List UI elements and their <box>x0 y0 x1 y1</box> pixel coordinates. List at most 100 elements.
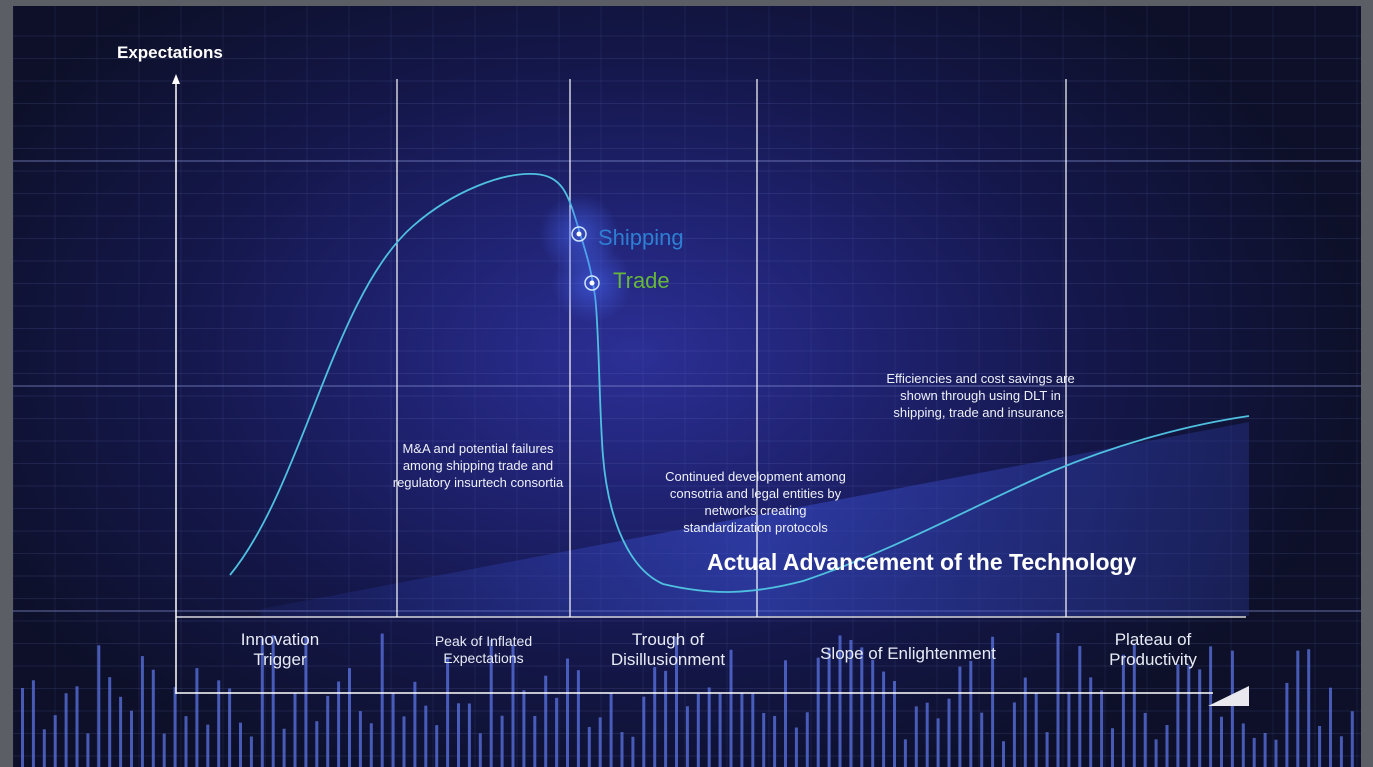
trade-marker <box>584 275 600 291</box>
background-bar <box>827 647 831 767</box>
background-bar <box>140 656 144 767</box>
background-bar <box>119 696 123 767</box>
background-bar <box>1263 733 1267 767</box>
background-bar <box>871 659 875 767</box>
background-bar <box>1078 646 1082 767</box>
phase-label-innovation-trigger: Innovation Trigger <box>240 630 320 669</box>
background-bar <box>838 635 842 767</box>
background-bar <box>326 695 330 767</box>
background-bar <box>707 687 711 767</box>
background-bar <box>1143 712 1147 767</box>
background-bar <box>162 733 166 767</box>
background-bar <box>31 680 35 767</box>
background-bar <box>293 693 297 767</box>
background-bar <box>1165 725 1169 767</box>
plateau-annotation: Efficiencies and cost savings are shown … <box>886 371 1075 420</box>
background-bar <box>642 696 646 767</box>
background-bar <box>53 715 57 767</box>
background-bar <box>1296 650 1300 767</box>
background-bar <box>315 721 319 767</box>
background-bar <box>478 733 482 767</box>
background-bar <box>849 640 853 767</box>
background-bar <box>206 724 210 767</box>
background-bar <box>304 636 308 767</box>
background-bar <box>980 712 984 767</box>
background-bar <box>784 660 787 767</box>
background-bar <box>522 690 526 767</box>
background-bar <box>467 703 471 767</box>
background-bar <box>1318 725 1322 767</box>
background-bar <box>457 703 460 767</box>
background-bar <box>173 687 177 767</box>
background-bar <box>925 702 929 767</box>
background-bar <box>893 681 896 767</box>
background-bar <box>587 727 591 767</box>
background-bar <box>130 710 133 767</box>
background-bar <box>718 693 722 767</box>
background-bar <box>696 693 700 767</box>
y-axis-title: Expectations <box>117 43 223 62</box>
background-bar <box>108 677 112 767</box>
background-bar <box>391 692 395 767</box>
background-bar <box>969 660 973 767</box>
background-bar <box>511 644 515 767</box>
background-bars <box>21 633 1354 767</box>
background-bar <box>1121 654 1125 767</box>
background-bar <box>729 649 733 767</box>
background-bar <box>1132 643 1136 767</box>
background-bar <box>260 638 264 767</box>
background-bar <box>882 671 886 767</box>
background-bar <box>1274 739 1278 767</box>
hype-cycle-diagram: Expectations Shipping Trade M&A and pote… <box>13 6 1361 767</box>
background-bar <box>184 716 188 767</box>
diagram-graphics <box>13 6 1361 767</box>
background-bar <box>958 666 962 767</box>
background-bar <box>609 692 613 767</box>
phase-label-peak: Peak of Inflated Expectations <box>434 633 533 666</box>
background-bar <box>740 692 744 767</box>
technology-advancement-wedge <box>261 422 1249 616</box>
background-bar <box>435 725 439 767</box>
background-bar <box>97 645 101 767</box>
phase-dividers <box>396 79 1067 617</box>
phase-label-plateau: Plateau of Productivity <box>1109 630 1197 669</box>
background-bar <box>576 670 580 767</box>
background-bar <box>1111 728 1114 767</box>
background-bar <box>402 716 406 767</box>
background-bar <box>500 715 504 767</box>
background-bar <box>936 718 940 767</box>
background-bar <box>1307 649 1311 767</box>
background-bar <box>348 668 351 767</box>
background-bar <box>555 697 559 767</box>
background-bar <box>358 711 362 767</box>
background-bar <box>217 680 221 767</box>
background-bar <box>271 635 275 767</box>
background-bar <box>914 706 918 767</box>
background-bar <box>1187 665 1191 767</box>
background-bar <box>1023 677 1027 767</box>
background-bar <box>1176 664 1180 767</box>
background-bar <box>1100 690 1104 767</box>
background-bar <box>1012 702 1016 767</box>
background-bar <box>751 693 755 767</box>
background-bar <box>21 688 24 767</box>
shipping-marker <box>571 226 587 242</box>
background-bar <box>337 681 341 767</box>
background-bar <box>1045 732 1049 767</box>
background-bar <box>1154 739 1158 767</box>
background-bar <box>533 716 537 767</box>
peak-annotation: M&A and potential failures among shippin… <box>392 441 564 490</box>
background-bar <box>566 658 569 767</box>
background-bar <box>1209 646 1213 767</box>
background-bar <box>1230 650 1234 767</box>
background-bar <box>1198 669 1202 767</box>
background-bar <box>805 712 809 767</box>
background-bar <box>75 686 79 767</box>
background-bar <box>369 723 373 767</box>
trade-marker-label: Trade <box>613 268 670 293</box>
background-bar <box>1329 687 1332 767</box>
background-bar <box>239 722 242 767</box>
background-bar <box>489 640 493 767</box>
background-bar <box>1034 693 1038 767</box>
background-bar <box>249 736 253 767</box>
